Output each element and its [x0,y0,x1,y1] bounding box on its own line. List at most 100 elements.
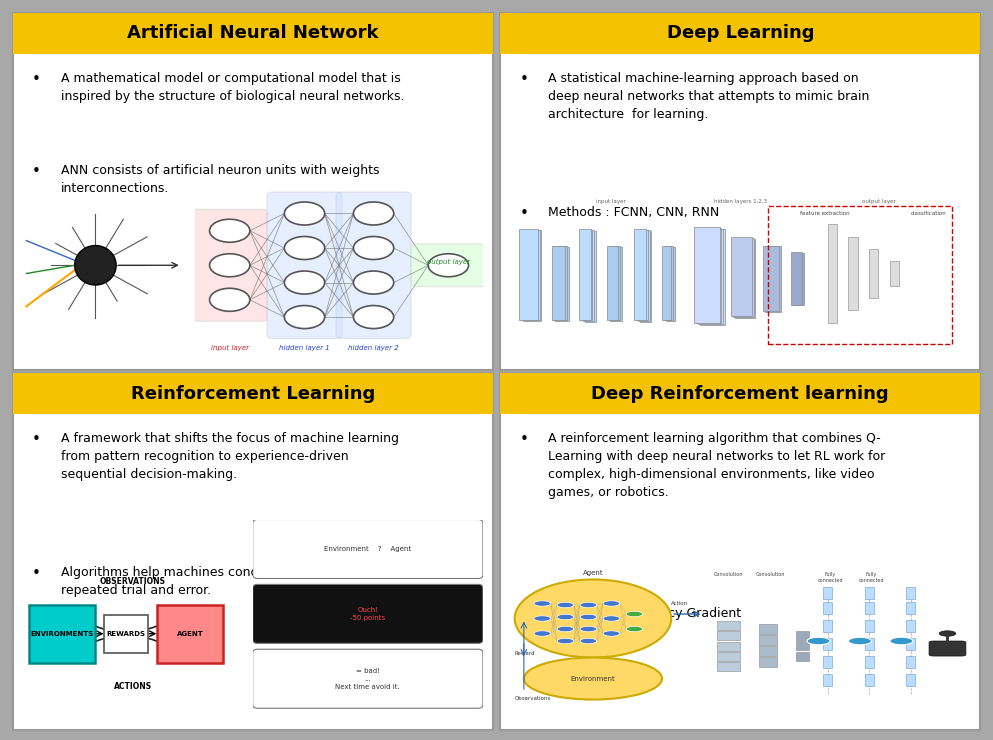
Circle shape [210,254,250,277]
FancyBboxPatch shape [823,638,832,650]
Text: input layer: input layer [211,345,248,351]
Circle shape [603,630,620,636]
FancyBboxPatch shape [906,656,916,668]
Circle shape [580,614,597,619]
Text: •: • [32,432,41,447]
Text: = bad!
...
Next time avoid it.: = bad! ... Next time avoid it. [336,667,400,690]
FancyBboxPatch shape [759,635,778,645]
FancyBboxPatch shape [698,229,723,324]
Text: Convolution: Convolution [714,572,744,577]
Text: •: • [519,607,528,622]
FancyBboxPatch shape [639,231,651,321]
Text: •: • [519,206,528,221]
FancyBboxPatch shape [759,646,778,656]
FancyBboxPatch shape [848,237,858,311]
FancyBboxPatch shape [717,621,741,630]
FancyBboxPatch shape [252,649,483,708]
FancyBboxPatch shape [823,674,832,686]
Circle shape [428,254,469,277]
Text: Environment: Environment [571,676,616,682]
FancyBboxPatch shape [694,227,720,323]
Text: ACTIONS: ACTIONS [114,682,152,690]
Circle shape [534,616,550,621]
Text: hidden layer 2: hidden layer 2 [349,345,399,351]
FancyBboxPatch shape [267,192,342,338]
Circle shape [284,306,325,329]
Circle shape [580,602,597,608]
Text: Action: Action [671,602,688,607]
FancyBboxPatch shape [733,238,754,317]
Text: hidden layer 1: hidden layer 1 [279,345,330,351]
FancyBboxPatch shape [553,246,567,320]
Circle shape [210,219,250,242]
Text: Fully
connected: Fully connected [859,572,885,583]
Circle shape [627,626,642,632]
Text: Observations: Observations [514,696,551,701]
Circle shape [284,237,325,260]
FancyBboxPatch shape [700,229,725,325]
Circle shape [580,639,597,644]
FancyBboxPatch shape [500,13,980,54]
FancyBboxPatch shape [791,252,802,305]
FancyBboxPatch shape [717,662,741,671]
FancyBboxPatch shape [29,605,95,663]
Circle shape [603,601,620,606]
FancyBboxPatch shape [411,244,486,286]
FancyBboxPatch shape [638,230,649,321]
Text: Reinforcement Learning: Reinforcement Learning [131,385,374,403]
FancyBboxPatch shape [764,246,780,312]
FancyBboxPatch shape [906,620,916,632]
Text: A statistical machine-learning approach based on
deep neural networks that attem: A statistical machine-learning approach … [548,72,870,121]
FancyBboxPatch shape [104,615,148,653]
Text: Agent: Agent [583,571,604,576]
FancyBboxPatch shape [906,638,916,650]
FancyBboxPatch shape [555,247,569,321]
Text: Algorithms help machines conquer tasks through
repeated trial and error.: Algorithms help machines conquer tasks t… [61,566,369,597]
FancyBboxPatch shape [635,229,645,320]
FancyBboxPatch shape [637,229,647,320]
FancyBboxPatch shape [665,247,675,321]
FancyBboxPatch shape [581,229,593,320]
Circle shape [557,614,574,619]
Text: ANN consists of artificial neuron units with weights
interconnections.: ANN consists of artificial neuron units … [61,164,379,195]
Text: Fully
connected: Fully connected [817,572,843,583]
FancyBboxPatch shape [906,602,916,614]
FancyBboxPatch shape [13,13,493,370]
FancyBboxPatch shape [717,631,741,640]
FancyBboxPatch shape [252,519,483,579]
FancyBboxPatch shape [929,641,966,656]
FancyBboxPatch shape [823,620,832,632]
Circle shape [354,271,394,294]
Text: Methods: DQN, Policy Gradient: Methods: DQN, Policy Gradient [548,607,742,620]
Text: input layer: input layer [597,200,627,204]
Circle shape [557,626,574,632]
Text: ENVIRONMENTS: ENVIRONMENTS [31,630,94,636]
FancyBboxPatch shape [890,261,899,286]
Text: Deep Reinforcement learning: Deep Reinforcement learning [592,385,889,403]
FancyBboxPatch shape [193,209,267,321]
Circle shape [534,630,550,636]
FancyBboxPatch shape [583,230,595,321]
Text: OBSERVATIONS: OBSERVATIONS [100,576,166,585]
Text: feature extraction: feature extraction [800,211,850,216]
FancyBboxPatch shape [906,674,916,686]
FancyBboxPatch shape [551,246,565,320]
Circle shape [557,602,574,608]
FancyBboxPatch shape [792,253,804,306]
FancyBboxPatch shape [759,657,778,667]
Text: hidden layers 1,2,3: hidden layers 1,2,3 [714,200,767,204]
Circle shape [580,626,597,632]
FancyBboxPatch shape [500,373,980,730]
Text: A reinforcement learning algorithm that combines Q-
Learning with deep neural ne: A reinforcement learning algorithm that … [548,432,886,499]
Text: •: • [519,432,528,447]
Circle shape [848,637,872,645]
Circle shape [939,630,956,636]
Text: Deep Learning: Deep Learning [666,24,814,42]
FancyBboxPatch shape [865,587,874,599]
Ellipse shape [524,658,662,699]
FancyBboxPatch shape [157,605,223,663]
FancyBboxPatch shape [766,246,781,312]
FancyBboxPatch shape [611,247,622,321]
Text: output layer: output layer [427,259,470,265]
Ellipse shape [514,579,671,658]
